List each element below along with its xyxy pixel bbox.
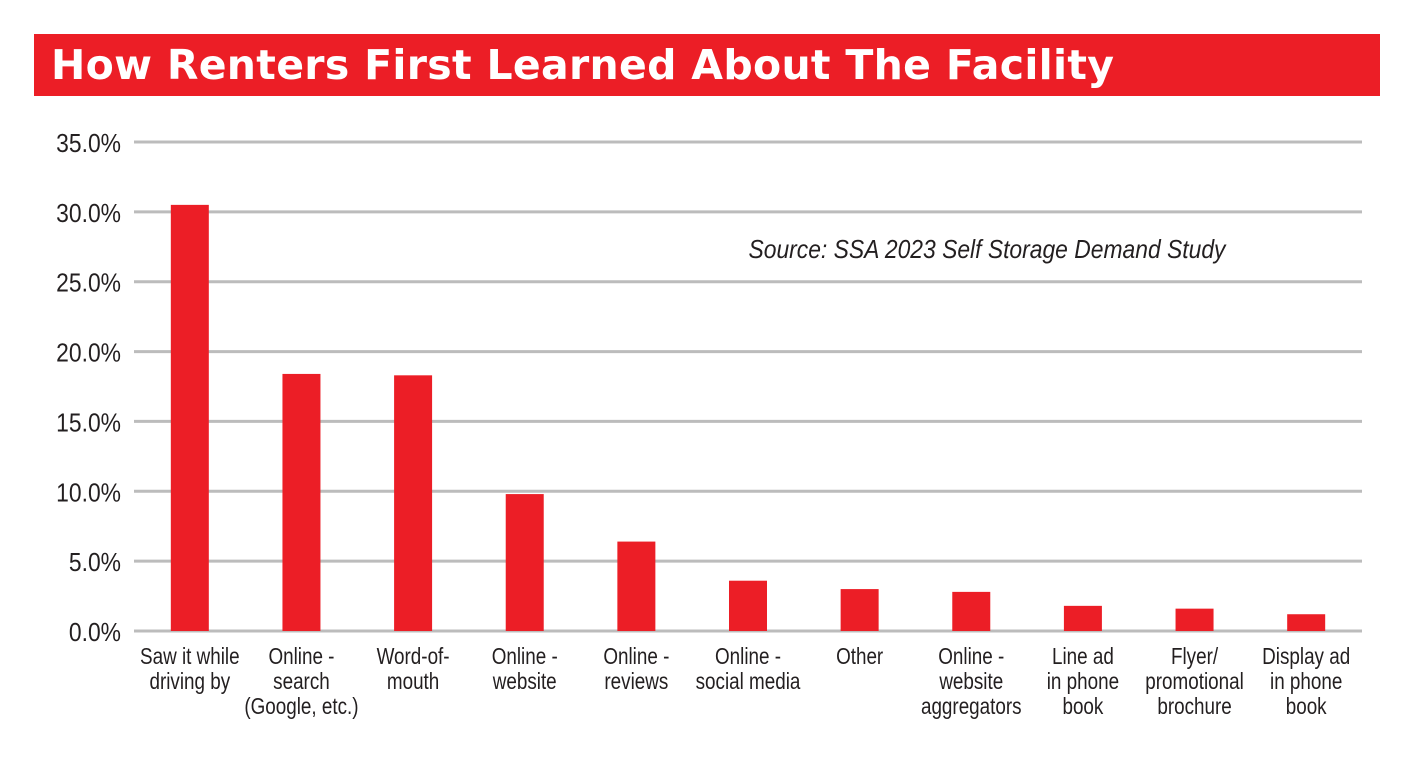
y-tick-label: 0.0%: [69, 619, 121, 648]
x-category-label: Line ad in phone book: [1047, 644, 1119, 719]
x-category-label-line: driving by: [149, 669, 230, 694]
x-category-label: Word-of-mouth: [377, 644, 450, 694]
bar: [952, 591, 991, 631]
x-category-label-line: search: [273, 669, 330, 694]
x-category-label: Other: [836, 644, 883, 669]
x-category-label-line: Line ad: [1052, 644, 1114, 669]
bar: [170, 204, 209, 631]
bar: [505, 494, 544, 631]
y-tick-label: 25.0%: [56, 269, 121, 298]
x-category-label-line: Other: [836, 644, 883, 669]
x-category-label-line: promotional: [1145, 669, 1243, 694]
x-category-label-line: Online -: [938, 644, 1004, 669]
x-category-label-line: reviews: [604, 669, 668, 694]
x-category-label: Display ad in phone book: [1262, 644, 1350, 719]
x-category-label-line: book: [1286, 694, 1327, 719]
source-annotation: Source: SSA 2023 Self Storage Demand Stu…: [749, 236, 1228, 265]
x-category-label-line: Word-of-: [377, 644, 450, 669]
title-banner: How Renters First Learned About The Faci…: [34, 34, 1380, 96]
y-tick-label: 10.0%: [56, 479, 121, 508]
x-category-label-line: in phone: [1047, 669, 1119, 694]
x-category-label-line: Online -: [603, 644, 669, 669]
x-category-label: Online -search (Google, etc.): [244, 644, 358, 719]
y-tick-label: 15.0%: [56, 409, 121, 438]
bar: [840, 589, 879, 631]
y-tick-label: 5.0%: [69, 549, 121, 578]
bar: [394, 375, 433, 631]
y-tick-label: 35.0%: [56, 130, 121, 159]
x-category-label: Flyer/promotional brochure: [1145, 644, 1243, 719]
y-axis-tick-labels: 0.0% 5.0% 10.0% 15.0% 20.0% 25.0% 30.0% 35.0%: [56, 130, 121, 648]
bar: [1175, 608, 1214, 631]
x-category-label-line: aggregators: [921, 694, 1022, 719]
x-category-label-line: in phone: [1270, 669, 1342, 694]
x-category-label-line: website: [492, 669, 557, 694]
x-category-label: Online -social media: [696, 644, 801, 694]
y-tick-label: 30.0%: [56, 200, 121, 229]
bar: [617, 541, 656, 631]
x-category-label: Online -website: [492, 644, 558, 694]
x-category-label-line: Online -: [492, 644, 558, 669]
x-category-label: Online -website aggregators: [921, 644, 1022, 719]
bars: [170, 204, 1326, 631]
bar: [1063, 605, 1102, 631]
x-category-label: Online -reviews: [603, 644, 669, 694]
bar: [1287, 614, 1326, 631]
x-category-label-line: social media: [696, 669, 801, 694]
x-category-label-line: Flyer/: [1171, 644, 1218, 669]
gridlines: [134, 140, 1362, 633]
x-category-label-line: Saw it while: [140, 644, 240, 669]
x-category-label: Saw it while driving by: [140, 644, 240, 694]
chart-title: How Renters First Learned About The Faci…: [51, 41, 1115, 89]
x-category-label-line: Display ad: [1262, 644, 1350, 669]
x-category-label-line: Online -: [715, 644, 781, 669]
x-category-label-line: book: [1062, 694, 1103, 719]
x-category-label-line: website: [938, 669, 1003, 694]
x-category-label-line: mouth: [387, 669, 439, 694]
bar: [282, 373, 321, 631]
x-category-label-line: Online -: [268, 644, 334, 669]
y-tick-label: 20.0%: [56, 339, 121, 368]
x-category-label-line: brochure: [1157, 694, 1231, 719]
x-category-label-line: (Google, etc.): [244, 694, 358, 719]
bar: [729, 580, 767, 631]
